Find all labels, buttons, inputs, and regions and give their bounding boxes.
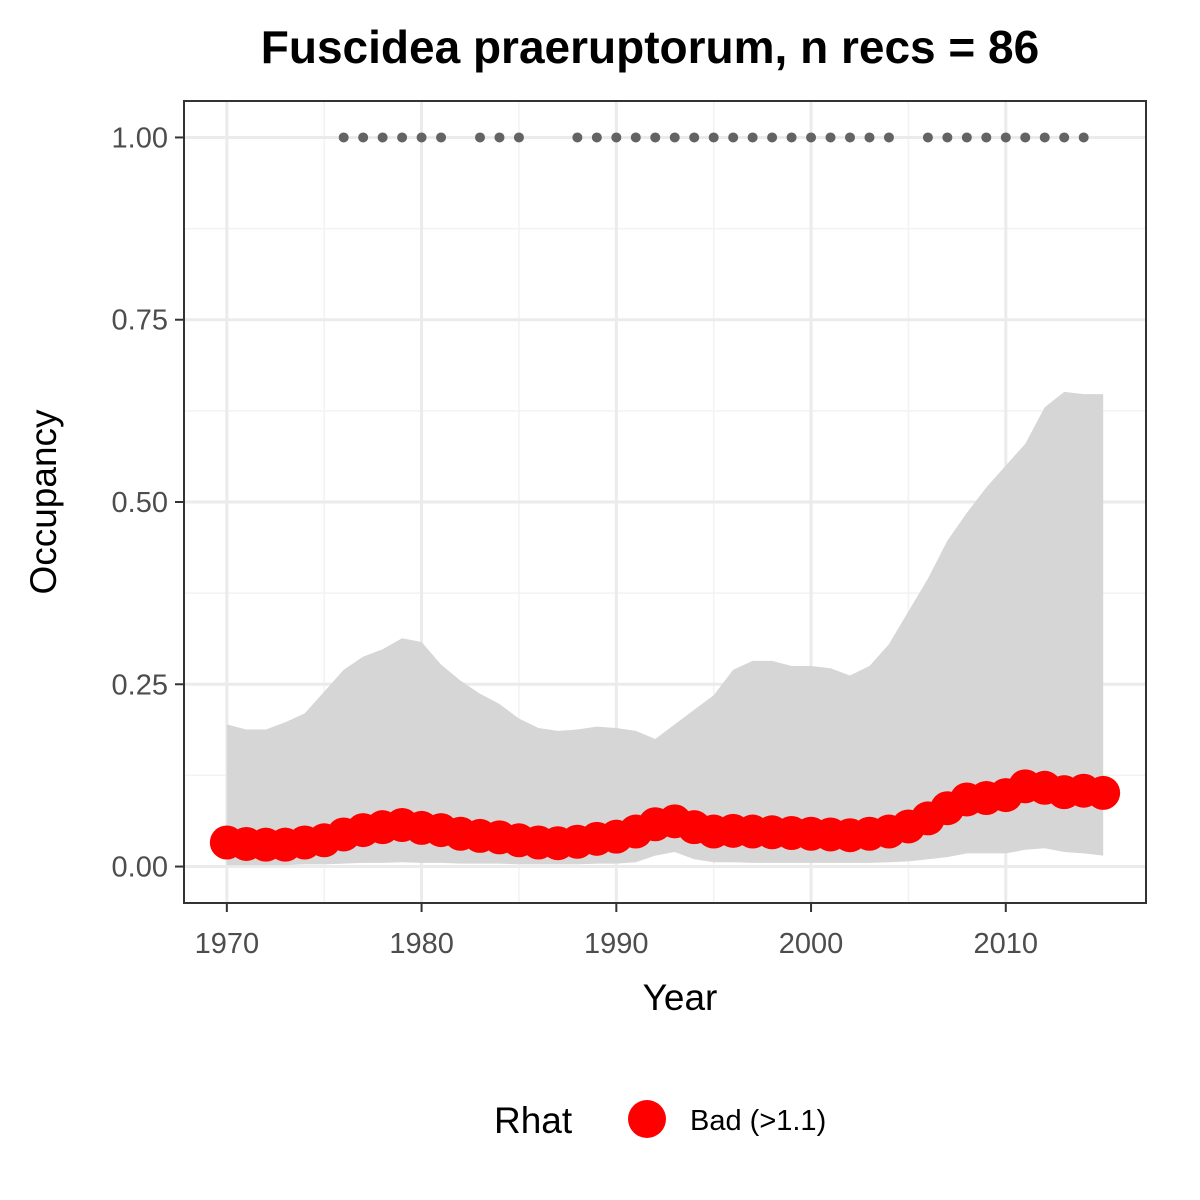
record-point xyxy=(669,132,680,143)
confidence-ribbon-layer xyxy=(226,391,1104,866)
record-point xyxy=(708,132,719,143)
record-point xyxy=(436,132,447,143)
record-point xyxy=(591,132,602,143)
x-tick-label: 1970 xyxy=(195,928,260,960)
y-tick-label: 1.00 xyxy=(112,122,168,154)
y-axis-title: Occupancy xyxy=(23,409,64,595)
legend-title: Rhat xyxy=(494,1100,573,1141)
record-point xyxy=(338,132,349,143)
record-point xyxy=(650,132,661,143)
record-point xyxy=(475,132,485,143)
record-point xyxy=(689,132,700,143)
x-tick-label: 2010 xyxy=(974,928,1039,960)
record-point xyxy=(358,132,369,143)
x-tick-label: 1990 xyxy=(584,928,649,960)
record-point xyxy=(1000,132,1011,143)
x-tick-label: 2000 xyxy=(779,928,844,960)
record-point xyxy=(806,132,817,143)
record-point xyxy=(728,132,739,143)
record-point xyxy=(416,132,427,143)
record-point xyxy=(786,132,797,143)
record-point xyxy=(922,132,933,143)
record-point xyxy=(1039,132,1050,143)
record-point xyxy=(825,132,836,143)
record-point xyxy=(630,132,641,143)
legend-label-bad: Bad (>1.1) xyxy=(690,1105,826,1137)
record-point xyxy=(942,132,953,143)
y-tick-label: 0.50 xyxy=(112,487,168,519)
record-points-layer xyxy=(338,132,1089,143)
legend-key-bad xyxy=(628,1100,666,1138)
record-point xyxy=(961,132,972,143)
record-point xyxy=(1059,132,1070,143)
record-point xyxy=(397,132,408,143)
record-point xyxy=(747,132,758,143)
x-axis-ticks: 1970 1980 1990 2000 2010 xyxy=(195,903,1038,960)
record-point xyxy=(767,132,778,143)
record-point xyxy=(377,132,388,143)
record-point xyxy=(611,132,622,143)
record-point xyxy=(513,132,524,143)
record-point xyxy=(883,132,894,143)
record-point xyxy=(494,132,505,143)
x-tick-label: 1980 xyxy=(389,928,454,960)
x-axis-title: Year xyxy=(643,977,718,1018)
chart-title: Fuscidea praeruptorum, n recs = 86 xyxy=(261,21,1039,73)
y-tick-label: 0.25 xyxy=(112,669,168,701)
y-axis-ticks: 0.00 0.25 0.50 0.75 1.00 xyxy=(112,122,184,884)
y-tick-label: 0.75 xyxy=(112,305,168,337)
record-point xyxy=(1020,132,1031,143)
record-point xyxy=(845,132,855,143)
occupancy-point xyxy=(1086,775,1121,810)
record-point xyxy=(1078,132,1089,143)
record-point xyxy=(864,132,875,143)
record-point xyxy=(981,132,992,143)
occupancy-points-layer xyxy=(209,769,1121,862)
record-point xyxy=(572,132,583,143)
confidence-ribbon xyxy=(226,391,1104,866)
legend: Rhat Bad (>1.1) xyxy=(494,1100,826,1141)
y-tick-label: 0.00 xyxy=(112,852,168,884)
